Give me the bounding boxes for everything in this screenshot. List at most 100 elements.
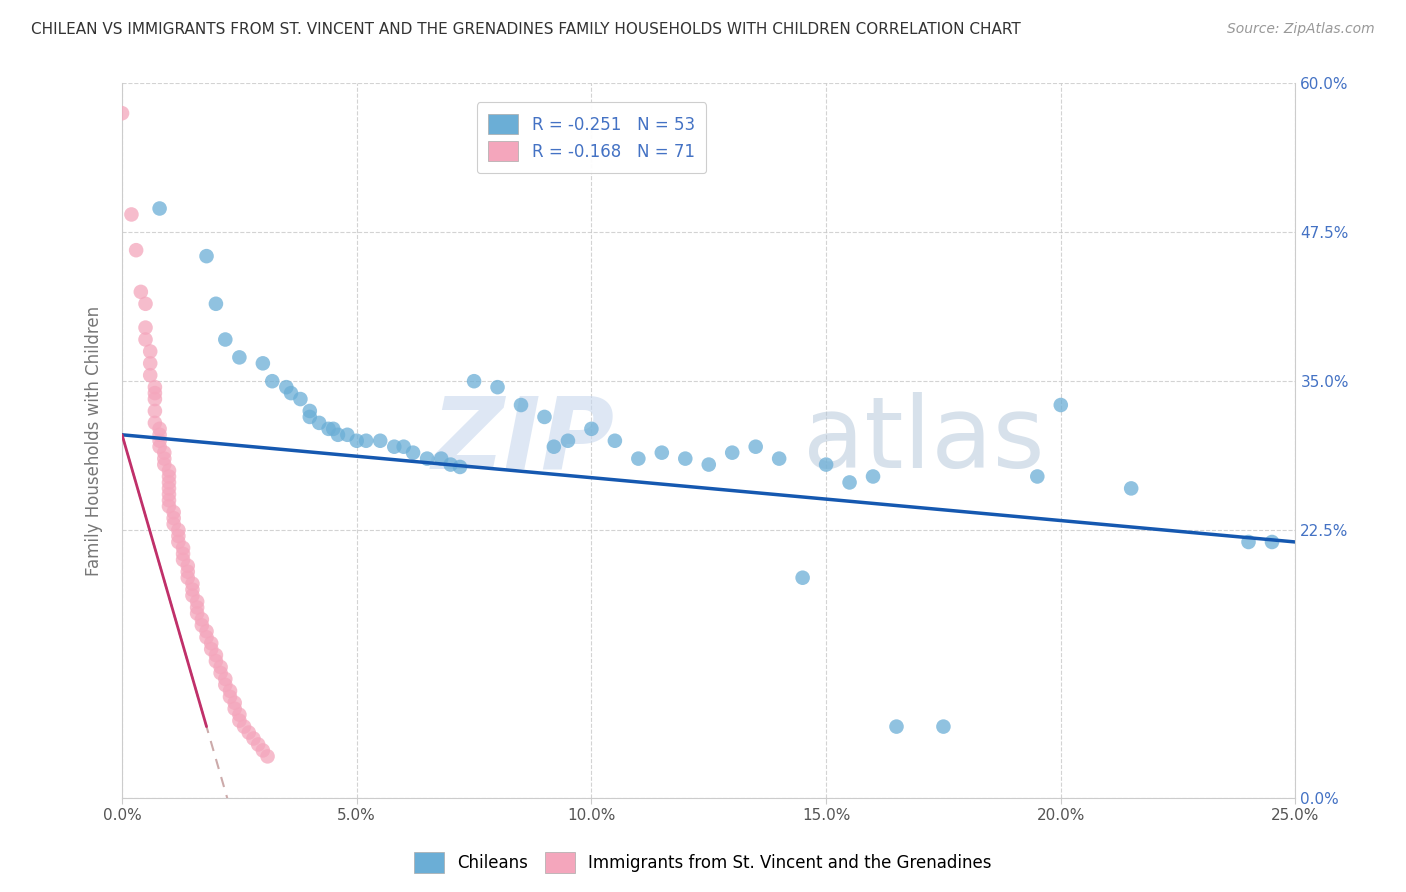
Point <box>768 451 790 466</box>
Point <box>167 523 190 537</box>
Point <box>143 404 166 418</box>
Point <box>651 445 673 459</box>
Point <box>886 720 908 734</box>
Point <box>242 731 264 746</box>
Point <box>167 529 190 543</box>
Point <box>326 427 349 442</box>
Point <box>224 696 246 710</box>
Point <box>149 440 172 454</box>
Point <box>205 297 228 311</box>
Point <box>205 648 228 662</box>
Point <box>1026 469 1049 483</box>
Point <box>209 665 232 680</box>
Point <box>416 451 439 466</box>
Point <box>143 392 166 406</box>
Point <box>143 380 166 394</box>
Point <box>149 202 172 216</box>
Point <box>157 493 180 508</box>
Point <box>181 582 204 597</box>
Point <box>627 451 650 466</box>
Point <box>252 743 274 757</box>
Point <box>318 422 340 436</box>
Point <box>557 434 579 448</box>
Point <box>214 678 236 692</box>
Point <box>252 356 274 370</box>
Point <box>163 517 186 532</box>
Point <box>463 374 485 388</box>
Point <box>219 690 242 704</box>
Point <box>673 451 696 466</box>
Point <box>430 451 453 466</box>
Point <box>191 612 214 626</box>
Point <box>172 547 194 561</box>
Point <box>1237 535 1260 549</box>
Point <box>149 434 172 448</box>
Point <box>228 707 250 722</box>
Point <box>368 434 391 448</box>
Point <box>219 684 242 698</box>
Point <box>163 511 186 525</box>
Point <box>1261 535 1284 549</box>
Point <box>308 416 330 430</box>
Point <box>439 458 461 472</box>
Point <box>191 618 214 632</box>
Point <box>157 469 180 483</box>
Point <box>256 749 278 764</box>
Point <box>262 374 284 388</box>
Point <box>139 344 162 359</box>
Point <box>177 571 200 585</box>
Point <box>228 351 250 365</box>
Point <box>354 434 377 448</box>
Point <box>815 458 838 472</box>
Point <box>402 445 425 459</box>
Point <box>111 106 134 120</box>
Point <box>238 725 260 739</box>
Point <box>177 558 200 573</box>
Point <box>336 427 359 442</box>
Point <box>543 440 565 454</box>
Point <box>510 398 533 412</box>
Text: ZIP: ZIP <box>432 392 614 489</box>
Point <box>195 630 218 644</box>
Point <box>139 368 162 383</box>
Point <box>932 720 955 734</box>
Point <box>792 571 814 585</box>
Point <box>1121 482 1143 496</box>
Point <box>581 422 603 436</box>
Point <box>346 434 368 448</box>
Point <box>290 392 312 406</box>
Point <box>172 541 194 555</box>
Point <box>205 654 228 668</box>
Point <box>186 594 208 608</box>
Point <box>143 386 166 401</box>
Point <box>276 380 298 394</box>
Point <box>186 600 208 615</box>
Point <box>247 738 270 752</box>
Point <box>224 702 246 716</box>
Point <box>129 285 152 299</box>
Point <box>1049 398 1071 412</box>
Point <box>209 660 232 674</box>
Legend: R = -0.251   N = 53, R = -0.168   N = 71: R = -0.251 N = 53, R = -0.168 N = 71 <box>477 103 706 173</box>
Point <box>449 459 471 474</box>
Point <box>195 624 218 639</box>
Point <box>186 607 208 621</box>
Point <box>322 422 344 436</box>
Point <box>214 672 236 686</box>
Point <box>157 487 180 501</box>
Point <box>392 440 415 454</box>
Point <box>838 475 860 490</box>
Point <box>125 243 148 257</box>
Point <box>149 427 172 442</box>
Point <box>134 320 156 334</box>
Point <box>228 714 250 728</box>
Point <box>744 440 766 454</box>
Point <box>862 469 884 483</box>
Point <box>149 422 172 436</box>
Point <box>153 445 176 459</box>
Point <box>298 404 321 418</box>
Point <box>120 207 142 221</box>
Point <box>214 333 236 347</box>
Point <box>382 440 405 454</box>
Point <box>697 458 720 472</box>
